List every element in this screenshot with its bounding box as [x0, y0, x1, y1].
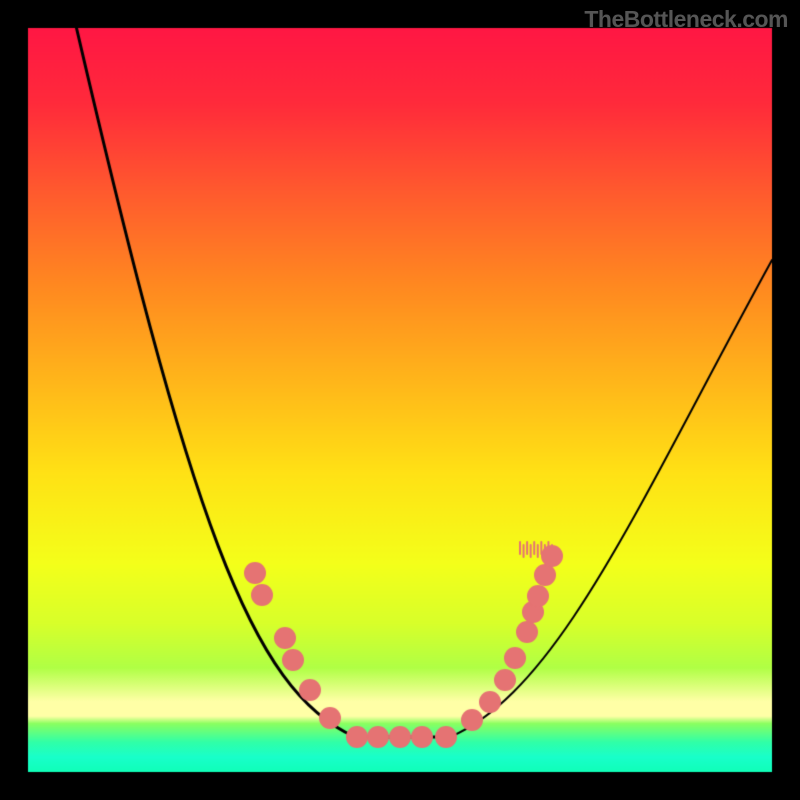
watermark-text: TheBottleneck.com — [584, 6, 788, 33]
bottleneck-chart — [0, 0, 800, 800]
